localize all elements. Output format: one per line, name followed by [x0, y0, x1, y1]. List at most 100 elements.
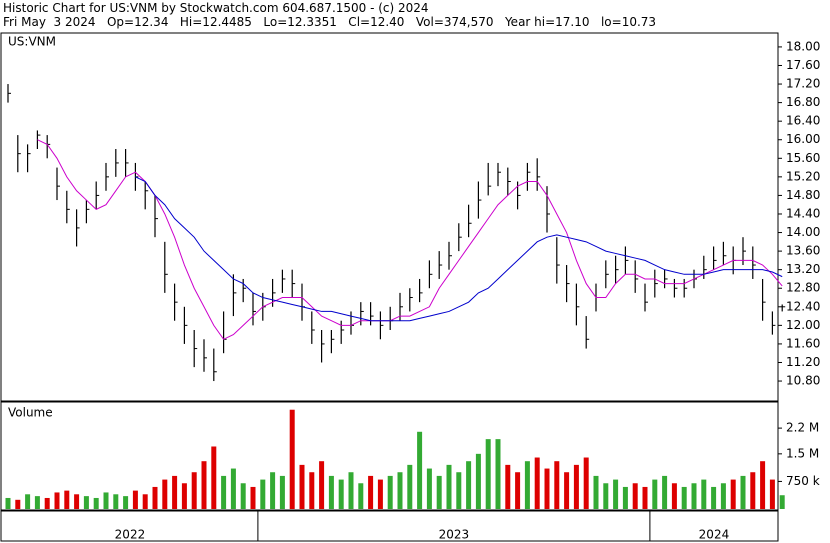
volume-bar: [211, 446, 217, 509]
volume-bar: [691, 483, 697, 509]
volume-bar: [348, 472, 354, 509]
y-tick-label: 1.5 M: [786, 446, 819, 460]
y-tick-label: 13.20: [786, 262, 820, 276]
volume-bar: [54, 492, 60, 509]
volume-bar: [583, 457, 589, 509]
volume-bar: [456, 472, 462, 509]
volume-bar: [769, 479, 775, 509]
volume-bar: [779, 495, 785, 509]
volume-bar: [436, 475, 442, 509]
volume-bar: [93, 497, 99, 509]
volume-bar: [564, 472, 570, 509]
volume-bar: [711, 486, 717, 509]
volume-bar: [662, 475, 668, 509]
volume-bar: [309, 472, 315, 509]
volume-bar: [554, 461, 560, 509]
volume-bar: [250, 486, 256, 509]
volume-bar: [319, 461, 325, 509]
volume-bar: [524, 461, 530, 509]
volume-bar: [603, 483, 609, 509]
volume-bar: [426, 468, 432, 509]
volume-bar: [123, 496, 129, 509]
volume-bar: [740, 475, 746, 509]
volume-bar: [622, 486, 628, 509]
volume-bar: [446, 464, 452, 509]
volume-bar: [25, 494, 31, 509]
volume-bar: [613, 479, 619, 509]
volume-bar: [750, 472, 756, 509]
y-tick-label: 11.60: [786, 336, 820, 350]
volume-bar: [681, 486, 687, 509]
volume-bar: [495, 439, 501, 509]
moving-average: [135, 176, 783, 322]
volume-bar: [289, 409, 295, 509]
volume-bar: [152, 486, 158, 509]
y-tick-label: 18.00: [786, 39, 820, 53]
y-tick-label: 13.60: [786, 244, 820, 258]
price-frame: [0, 32, 779, 402]
y-tick-label: 2.2 M: [786, 421, 819, 435]
volume-bar: [515, 472, 521, 509]
y-tick-label: 17.20: [786, 77, 820, 91]
volume-bar: [230, 468, 236, 509]
y-tick-label: 12.80: [786, 281, 820, 295]
volume-bar: [103, 492, 109, 509]
volume-bar: [162, 479, 168, 509]
volume-bar: [760, 461, 766, 509]
volume-bar: [358, 483, 364, 509]
volume-bar: [377, 479, 383, 509]
volume-bar: [368, 475, 374, 509]
volume-bar: [201, 461, 207, 509]
volume-bar: [397, 472, 403, 509]
volume-bar: [544, 468, 550, 509]
y-tick-label: 14.80: [786, 188, 820, 202]
chart-title: Historic Chart for US:VNM by Stockwatch.…: [3, 1, 429, 15]
volume-bar: [730, 479, 736, 509]
volume-bar: [74, 494, 80, 509]
y-tick-label: 10.80: [786, 374, 820, 388]
volume-bar: [573, 464, 579, 509]
y-tick-label: 14.00: [786, 225, 820, 239]
volume-bar: [701, 479, 707, 509]
volume-bar: [652, 479, 658, 509]
volume-bar: [83, 496, 89, 509]
volume-bar: [44, 497, 50, 509]
volume-frame: [0, 401, 779, 511]
volume-bar: [15, 499, 21, 509]
y-tick-label: 15.60: [786, 151, 820, 165]
volume-bar: [191, 472, 197, 509]
volume-bar: [279, 475, 285, 509]
volume-bar: [260, 479, 266, 509]
volume-bar: [5, 497, 11, 509]
volume-bar: [328, 475, 334, 509]
volume-bar: [34, 496, 40, 509]
y-tick-label: 12.00: [786, 318, 820, 332]
y-tick-label: 14.40: [786, 206, 820, 220]
volume-bar: [671, 483, 677, 509]
volume-bar: [632, 483, 638, 509]
date-frame: [0, 510, 779, 542]
year-label: 2024: [699, 528, 730, 542]
quote-line: Fri May 3 2024 Op=12.34 Hi=12.4485 Lo=12…: [3, 15, 657, 29]
y-tick-label: 17.60: [786, 58, 820, 72]
volume-bar: [407, 464, 413, 509]
y-tick-label: 12.40: [786, 299, 820, 313]
volume-label: Volume: [8, 406, 53, 420]
y-tick-label: 11.20: [786, 355, 820, 369]
volume-bar: [534, 457, 540, 509]
year-label: 2022: [115, 528, 146, 542]
volume-bar: [338, 479, 344, 509]
y-tick-label: 16.80: [786, 95, 820, 109]
volume-bar: [240, 483, 246, 509]
volume-bar: [172, 475, 178, 509]
volume-bar: [475, 453, 481, 509]
volume-bar: [64, 490, 70, 509]
volume-bar: [181, 483, 187, 509]
volume-bar: [593, 475, 599, 509]
y-tick-label: 16.00: [786, 132, 820, 146]
y-tick-label: 750 k: [786, 474, 820, 488]
y-tick-label: 15.20: [786, 169, 820, 183]
volume-bar: [299, 464, 305, 509]
